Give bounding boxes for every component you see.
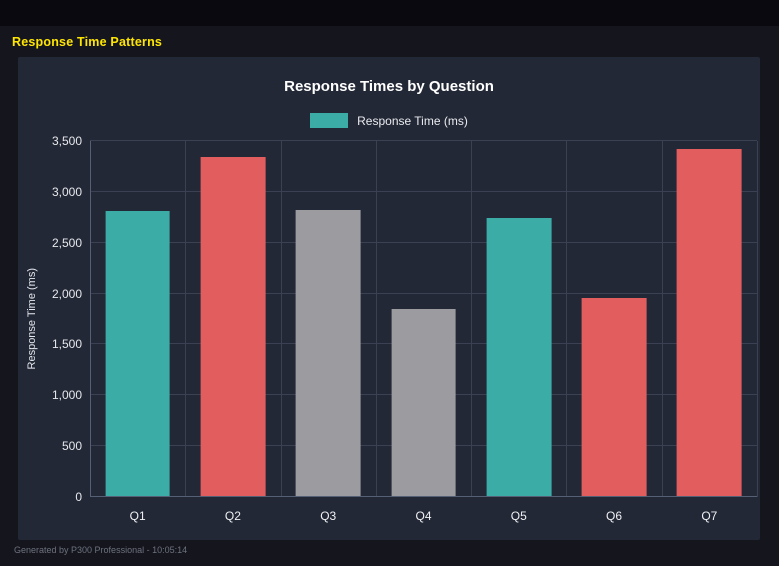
bar-q3[interactable] [295,210,361,496]
window-top-strip [0,0,779,26]
y-axis-tick-label: 500 [61,439,82,454]
gridline-vertical [661,141,663,497]
y-axis-tick-label: 3,000 [51,184,82,199]
y-axis-tick-label: 2,000 [51,286,82,301]
y-axis-tick-label: 2,500 [51,235,82,250]
x-axis-label-q6: Q6 [606,509,623,523]
legend-swatch-icon [310,113,349,128]
bar-q7[interactable] [676,149,742,496]
gridline-vertical [566,141,568,497]
chart-panel: Response Times by Question Response Time… [18,57,760,540]
plot-area [90,140,758,497]
gridline-vertical [375,141,377,497]
gridline-horizontal [90,292,757,294]
x-axis-line [90,496,757,497]
x-axis-label-q2: Q2 [224,509,241,523]
legend-label: Response Time (ms) [357,113,468,128]
bar-q4[interactable] [391,308,456,496]
gridline-vertical [280,141,282,497]
gridline-vertical [471,141,473,497]
y-axis-line [90,141,91,497]
bar-q1[interactable] [105,211,171,496]
footer-text: Generated by P300 Professional - 10:05:1… [14,545,188,555]
gridline-vertical [757,141,758,497]
bar-q2[interactable] [200,157,266,496]
y-axis-tick-label: 1,000 [51,388,82,403]
x-axis-label-q1: Q1 [129,509,146,523]
page-title: Response Time Patterns [12,35,163,49]
chart-title: Response Times by Question [284,78,494,95]
y-axis-tick-label: 0 [75,490,82,504]
gridline-vertical [185,141,187,497]
gridline-horizontal [90,241,757,243]
x-axis-label-q5: Q5 [510,509,527,523]
bar-q6[interactable] [581,297,647,496]
y-axis-tick-label: 1,500 [51,337,82,352]
y-axis-ticks: 0 500 1,000 1,500 2,000 2,500 3,000 3,500 [18,134,82,504]
x-axis-label-q3: Q3 [320,509,337,523]
bar-q5[interactable] [486,218,552,496]
chart-legend-item[interactable]: Response Time (ms) [18,113,760,128]
gridline-horizontal [90,140,757,141]
x-axis-label-q4: Q4 [415,509,432,523]
y-axis-tick-label: 3,500 [51,134,82,148]
gridline-horizontal [90,190,757,192]
x-axis-labels: Q1 Q2 Q3 Q4 Q5 Q6 Q7 [90,509,757,529]
x-axis-label-q7: Q7 [701,509,718,523]
